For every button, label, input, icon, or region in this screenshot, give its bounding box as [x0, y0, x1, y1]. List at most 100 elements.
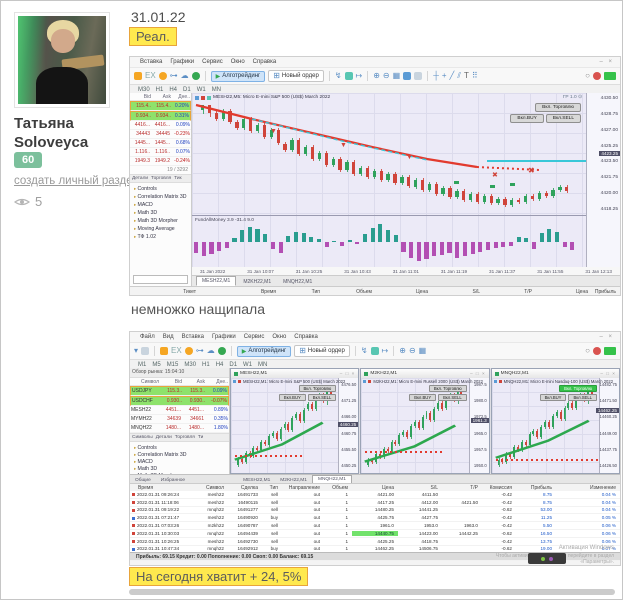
- chart-area[interactable]: MNQH22,M1: Micro E-mini Nasdaq-100 (US$)…: [491, 378, 619, 473]
- column-header[interactable]: Тикет: [183, 288, 196, 295]
- chart-tab[interactable]: MNQH22,M1: [283, 279, 313, 285]
- column-header[interactable]: Изменение: [590, 485, 616, 491]
- watch-tab[interactable]: Ти: [197, 435, 204, 440]
- chart-window-m2kh22[interactable]: M2KH22,M1 – □ × M2KH22,M1: Micro E-mini …: [360, 368, 490, 474]
- watch-row[interactable]: 115.4.. 115.4.. 0.20%: [130, 101, 191, 111]
- zoom-in-icon[interactable]: ⊕: [399, 346, 406, 355]
- column-header[interactable]: Сделка: [240, 485, 258, 491]
- crosshair-icon[interactable]: ┼: [433, 71, 439, 80]
- new-order-button[interactable]: ⊞ Новый ордер: [294, 345, 350, 357]
- watch-row[interactable]: 0.934.. 0.934.. 0.31%: [130, 111, 191, 121]
- navigator-item[interactable]: MACD: [134, 201, 191, 209]
- enable-buy-button[interactable]: Вкл.BUY: [539, 394, 567, 401]
- column-header[interactable]: Символ: [140, 379, 159, 385]
- cloud-icon[interactable]: ☁: [206, 346, 215, 355]
- column-header[interactable]: S/L: [472, 288, 480, 295]
- column-header[interactable]: Цена: [381, 485, 394, 491]
- enable-buy-button[interactable]: Вкл.BUY: [510, 114, 544, 123]
- timeframe-button[interactable]: H1: [155, 87, 164, 93]
- menu-item[interactable]: Окно: [230, 59, 245, 65]
- column-header[interactable]: T/P: [470, 485, 478, 491]
- timeframe-button[interactable]: MN: [258, 362, 268, 368]
- timeframe-button[interactable]: H4: [169, 87, 178, 93]
- timeframe-button[interactable]: M1: [138, 362, 147, 368]
- enable-buy-button[interactable]: Вкл.BUY: [278, 394, 306, 401]
- column-header[interactable]: Цена: [575, 288, 588, 295]
- watch-row[interactable]: MNQH22 1480... 1480... 1.80%: [130, 424, 229, 433]
- menu-item[interactable]: Сервис: [202, 59, 223, 65]
- window-controls[interactable]: – □ ×: [600, 371, 616, 376]
- timeframe-button[interactable]: D1: [229, 362, 238, 368]
- menu-item[interactable]: Справка: [294, 334, 318, 340]
- menu-item[interactable]: Графики: [211, 334, 236, 340]
- column-header[interactable]: S/L: [430, 485, 438, 491]
- chart-area[interactable]: MESH22,M1: Micro E-mini S&P 500 (US$) Ma…: [231, 378, 359, 473]
- navigator-item[interactable]: ТФ 1.02: [134, 233, 191, 241]
- tick-chart-icon[interactable]: ↯: [334, 71, 342, 80]
- navigator-item[interactable]: Controls: [134, 444, 229, 451]
- autoscroll-icon[interactable]: ↦: [355, 71, 363, 80]
- navigator-item[interactable]: Math 3D Morpher: [134, 217, 191, 225]
- text-tool-icon[interactable]: T: [463, 71, 469, 80]
- grid-icon[interactable]: ▦: [392, 71, 401, 80]
- algo-trading-button[interactable]: ▶ Алготрейдинг: [236, 345, 292, 357]
- navigator-search-input[interactable]: [133, 275, 188, 284]
- enable-trading-button[interactable]: Вкл. Торговлю: [428, 385, 467, 392]
- window-controls[interactable]: – ×: [599, 59, 614, 65]
- cloud-icon[interactable]: ☁: [180, 71, 189, 80]
- menu-item[interactable]: Справка: [252, 59, 277, 65]
- candle-mode-icon[interactable]: [403, 72, 412, 80]
- zoom-out-icon[interactable]: ⊖: [408, 346, 416, 355]
- channel-icon[interactable]: ⫽: [457, 71, 461, 80]
- column-header[interactable]: Дне..: [216, 379, 228, 385]
- window-controls[interactable]: – ×: [599, 334, 614, 340]
- alert-icon[interactable]: [158, 72, 167, 80]
- enable-sell-button[interactable]: Вкл.SELL: [307, 394, 337, 401]
- chart-tab[interactable]: M2KH22,M1: [280, 478, 307, 483]
- enable-buy-button[interactable]: Вкл.BUY: [409, 394, 437, 401]
- indicator-pane[interactable]: FundAllMoney 3.9 -31.4 9.0: [192, 216, 586, 268]
- watch-tab[interactable]: Детали: [132, 176, 149, 181]
- watch-tab[interactable]: Тик: [174, 176, 182, 181]
- chart-window-mnqh22[interactable]: MNQH22,M1 – □ × MNQH22,M1: Micro E-mini …: [490, 368, 620, 474]
- grid-icon[interactable]: ▦: [418, 346, 427, 355]
- navigator-item[interactable]: Correlation Matrix 3D: [134, 451, 229, 458]
- watch-row[interactable]: USDCHF 0.930.. 0.930.. -0.07%: [130, 396, 229, 406]
- navigator-item[interactable]: Correlation Matrix 3D: [134, 193, 191, 201]
- window-controls[interactable]: – □ ×: [339, 371, 356, 376]
- chart-icon[interactable]: [160, 347, 169, 355]
- navigator-item[interactable]: Controls: [134, 185, 191, 193]
- chart-area[interactable]: M2KH22,M1: Micro E-mini Russell 2000 (US…: [361, 378, 489, 473]
- column-header[interactable]: Bid: [174, 379, 182, 385]
- menu-item[interactable]: Сервис: [243, 334, 265, 340]
- watch-row[interactable]: 1.116.. 1.116.. 0.07%: [130, 148, 191, 157]
- trade-row[interactable]: 2022.01.31 07:03:26 m2kh22 16490787 sell out…: [130, 522, 620, 530]
- user-name[interactable]: Татьяна Soloveyca: [14, 115, 88, 153]
- search-icon[interactable]: ○: [585, 346, 590, 355]
- line-mode-icon[interactable]: [414, 72, 423, 80]
- timeframe-button[interactable]: M30: [184, 362, 197, 368]
- column-header[interactable]: Ask: [196, 379, 205, 385]
- column-header[interactable]: Тип: [269, 485, 278, 491]
- column-header[interactable]: Объем: [356, 288, 372, 295]
- notifications-icon[interactable]: [593, 347, 601, 355]
- navigator-tab[interactable]: Общие: [135, 478, 151, 483]
- ex-icon[interactable]: EX: [145, 71, 156, 80]
- trade-row[interactable]: 2022.01.31 10:26:25 mesh22 16492730 sell out…: [130, 537, 620, 546]
- new-order-button[interactable]: ⊞ Новый ордер: [268, 70, 324, 82]
- zoom-in-icon[interactable]: ⊕: [373, 71, 380, 80]
- column-header[interactable]: Bid: [143, 94, 151, 100]
- timeframe-button[interactable]: M15: [166, 362, 179, 368]
- enable-trading-button[interactable]: Вкл. Торговлю: [298, 385, 337, 392]
- link-icon[interactable]: ⊶: [169, 71, 178, 80]
- avatar[interactable]: [14, 12, 110, 108]
- zoom-out-icon[interactable]: ⊖: [382, 71, 390, 80]
- enable-trading-button[interactable]: Вкл. Торговлю: [559, 385, 597, 392]
- column-header[interactable]: Цена: [415, 288, 428, 295]
- autoscroll-icon[interactable]: ↦: [381, 346, 389, 355]
- depth-icon[interactable]: [370, 347, 379, 355]
- window-controls[interactable]: – □ ×: [470, 371, 486, 376]
- create-personal-section-link[interactable]: создать личный раздел: [14, 175, 139, 187]
- tick-chart-icon[interactable]: ↯: [360, 346, 368, 355]
- community-icon[interactable]: [217, 347, 226, 355]
